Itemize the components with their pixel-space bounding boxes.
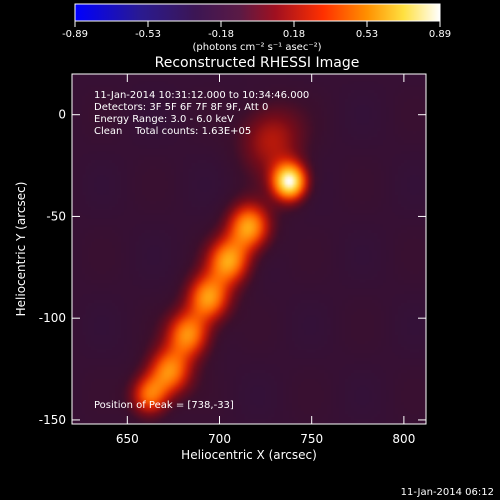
colorbar-tick-label: -0.18 [208,29,234,40]
colorbar: -0.89 -0.53 -0.18 0.18 0.53 0.89 (photons cm⁻… [62,3,451,53]
annotation-time-range: 11-Jan-2014 10:31:12.000 to 10:34:46.000 [94,90,309,101]
x-tick-label: 750 [300,432,323,446]
info-annotations: 11-Jan-2014 10:31:12.000 to 10:34:46.000… [94,90,309,411]
colorbar-label: (photons cm⁻² s⁻¹ asec⁻²) [192,42,321,53]
colorbar-tick-label: -0.53 [135,29,161,40]
annotation-clean-counts: Clean Total counts: 1.63E+05 [94,126,251,137]
y-tick-label: 0 [58,108,66,122]
x-tick-label: 650 [116,432,139,446]
x-axis-ticks: 650 700 750 800 [116,74,415,446]
annotation-detectors: Detectors: 3F 5F 6F 7F 8F 9F, Att 0 [94,102,268,113]
heatmap-image [72,74,426,424]
plot-area: 650 700 750 800 0 -50 -100 -150 [39,73,427,446]
peak-position-label: Position of Peak = [738,-33] [94,400,234,411]
y-tick-label: -50 [46,209,66,223]
y-tick-label: -100 [39,311,66,325]
colorbar-gradient [74,3,441,22]
y-axis-ticks: 0 -50 -100 -150 [39,108,426,427]
x-axis-label: Heliocentric X (arcsec) [181,448,317,462]
y-axis-label: Heliocentric Y (arcsec) [14,182,28,317]
x-tick-label: 800 [392,432,415,446]
colorbar-tick-label: 0.53 [356,29,378,40]
x-tick-label: 700 [208,432,231,446]
plot-frame [71,73,427,425]
annotation-energy-range: Energy Range: 3.0 - 6.0 keV [94,114,234,125]
colorbar-tick-label: 0.89 [429,29,451,40]
timestamp: 11-Jan-2014 06:12 [401,487,494,498]
y-tick-label: -150 [39,413,66,427]
colorbar-tick-label: -0.89 [62,29,88,40]
colorbar-tick-label: 0.18 [283,29,305,40]
chart-title: Reconstructed RHESSI Image [155,55,360,71]
colorbar-ticks: -0.89 -0.53 -0.18 0.18 0.53 0.89 [62,21,451,40]
